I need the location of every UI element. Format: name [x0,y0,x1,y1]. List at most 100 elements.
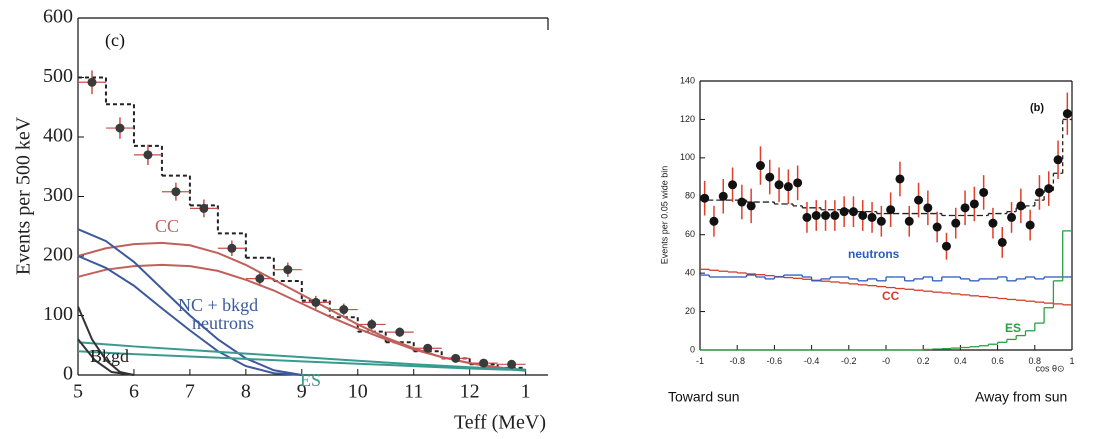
data-point [765,172,775,182]
x-tick-label: -0.4 [804,356,820,366]
data-point [914,195,924,205]
data-point [774,180,784,190]
data-point [876,216,886,226]
data-point [783,182,793,192]
y-tick-label: 500 [43,65,73,87]
y-tick-label: 100 [43,303,73,325]
data-point [339,305,349,315]
y-tick-label: 0 [63,363,73,385]
x-tick-label: 11 [404,381,423,403]
data-point [979,187,989,197]
y-axis-label: Events per 0.05 wide bin [659,166,669,265]
data-point [115,123,125,133]
x-tick-label: 1 [1069,356,1074,366]
curve-label: Bkgd [90,346,129,366]
chart-title: (b) [1030,102,1044,114]
model-curve [77,338,135,376]
data-point [746,201,756,211]
data-point [479,358,489,368]
data-point [969,199,979,209]
y-tick-label: 100 [680,152,695,162]
data-point [867,212,877,222]
model-curve [77,350,526,372]
data-point [1016,201,1026,211]
curve-label: CC [882,289,900,303]
y-tick-label: 200 [43,244,73,266]
data-point [283,265,293,275]
data-point [367,319,377,329]
data-point [811,211,821,220]
curve-label: ES [1005,321,1021,335]
data-point [830,211,840,220]
y-tick-label: 0 [690,344,695,354]
data-point [988,218,998,228]
x-tick-label: 1 [521,381,531,403]
data-point [700,193,710,203]
data-point [718,191,728,201]
data-point [728,180,738,190]
y-tick-label: 120 [680,114,695,124]
curve-label: neutrons [848,247,900,261]
x-tick-label: 0.4 [954,356,967,366]
model-curve [77,255,302,376]
x-tick-label: 0.2 [917,356,930,366]
data-point [1053,155,1063,165]
data-point [755,161,765,171]
data-point [709,216,719,226]
model-curve [77,228,302,376]
data-point [311,297,321,307]
data-point [143,150,153,160]
x-tick-label: -0.2 [841,356,857,366]
data-point [737,197,747,207]
x-tick-label: 6 [129,381,139,403]
model-curve [77,263,526,372]
y-tick-label: 40 [685,268,695,278]
data-point [848,207,858,217]
data-point [886,205,896,215]
curve-label: neutrons [192,313,254,333]
y-tick-label: 400 [43,125,73,147]
data-point [395,327,405,337]
x-tick-label: 8 [241,381,251,403]
data-point [423,343,433,353]
x-tick-label: -0 [882,356,890,366]
data-point [951,218,961,228]
data-point [960,203,970,213]
data-point [923,203,933,213]
data-point [1062,109,1072,119]
model-curve [77,341,526,371]
curve-label: ES [300,370,321,390]
data-point [904,216,914,226]
data-point [1007,212,1017,222]
chart-title: (c) [105,30,125,51]
data-point [451,353,461,363]
data-point [255,274,265,284]
curve-label: NC + bkgd [178,295,258,315]
data-point [932,222,942,232]
data-point [839,207,849,217]
panel-b: 0 20 40 60 80 100 120 140 -1 -0.8 -0.6 -0.4 -0.2 -0 0.… [659,75,1074,404]
data-point [802,212,812,222]
x-tick-label: 0.8 [1029,356,1042,366]
x-tick-label: 10 [348,381,368,403]
model-curve [77,241,526,372]
data-point [793,178,803,188]
direction-label: Toward sun [668,389,740,405]
x-tick-label: 12 [460,381,480,403]
x-axis-label: Teff (MeV) [454,412,546,434]
x-tick-label: 9 [297,381,307,403]
y-tick-label: 140 [680,75,695,85]
data-point [941,241,951,251]
x-tick-label: 5 [73,381,83,403]
data-point [171,187,181,197]
direction-label: Away from sun [975,389,1067,405]
x-tick-label: 7 [185,381,195,403]
curve-label: CC [155,216,179,236]
y-tick-label: 60 [685,229,695,239]
x-tick-label: -1 [696,356,704,366]
x-axis-label: cos θ⊙ [1035,363,1064,373]
x-tick-label: 0.6 [991,356,1004,366]
y-tick-label: 20 [685,306,695,316]
data-point [821,211,831,220]
